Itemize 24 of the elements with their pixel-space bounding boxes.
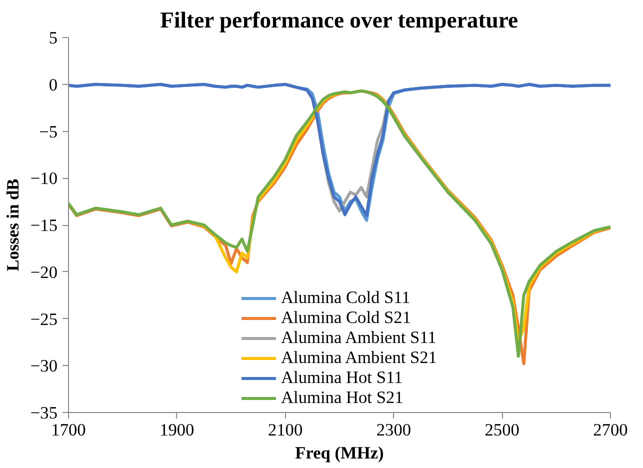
x-tick-label: 2700: [593, 420, 628, 440]
legend-label: Alumina Cold S21: [281, 308, 412, 328]
legend-label: Alumina Ambient S11: [281, 328, 436, 348]
y-tick-label: 0: [48, 75, 58, 94]
legend-label: Alumina Ambient S21: [281, 348, 437, 368]
y-tick-label: −20: [30, 262, 58, 282]
y-tick-label: −35: [30, 404, 58, 422]
y-tick-label: −25: [30, 310, 58, 329]
y-axis-title: Losses in dB: [3, 178, 22, 272]
y-tick-label: −15: [30, 216, 58, 235]
y-tick-label: 5: [48, 28, 58, 48]
chart-title: Filter performance over temperature: [160, 8, 518, 32]
y-tick-label: −5: [39, 122, 58, 142]
x-tick-label: 2300: [376, 420, 412, 440]
x-tick-label: 1700: [51, 420, 86, 440]
x-tick-label: 2100: [268, 420, 303, 440]
x-axis-title: Freq (MHz): [295, 444, 384, 462]
x-tick-label: 2500: [484, 420, 520, 440]
legend-label: Alumina Hot S21: [281, 388, 404, 408]
legend-label: Alumina Cold S11: [281, 288, 410, 308]
legend-label: Alumina Hot S11: [281, 368, 403, 388]
y-tick-label: −30: [30, 356, 58, 376]
y-tick-label: −10: [30, 169, 58, 188]
x-tick-label: 1900: [160, 420, 194, 440]
